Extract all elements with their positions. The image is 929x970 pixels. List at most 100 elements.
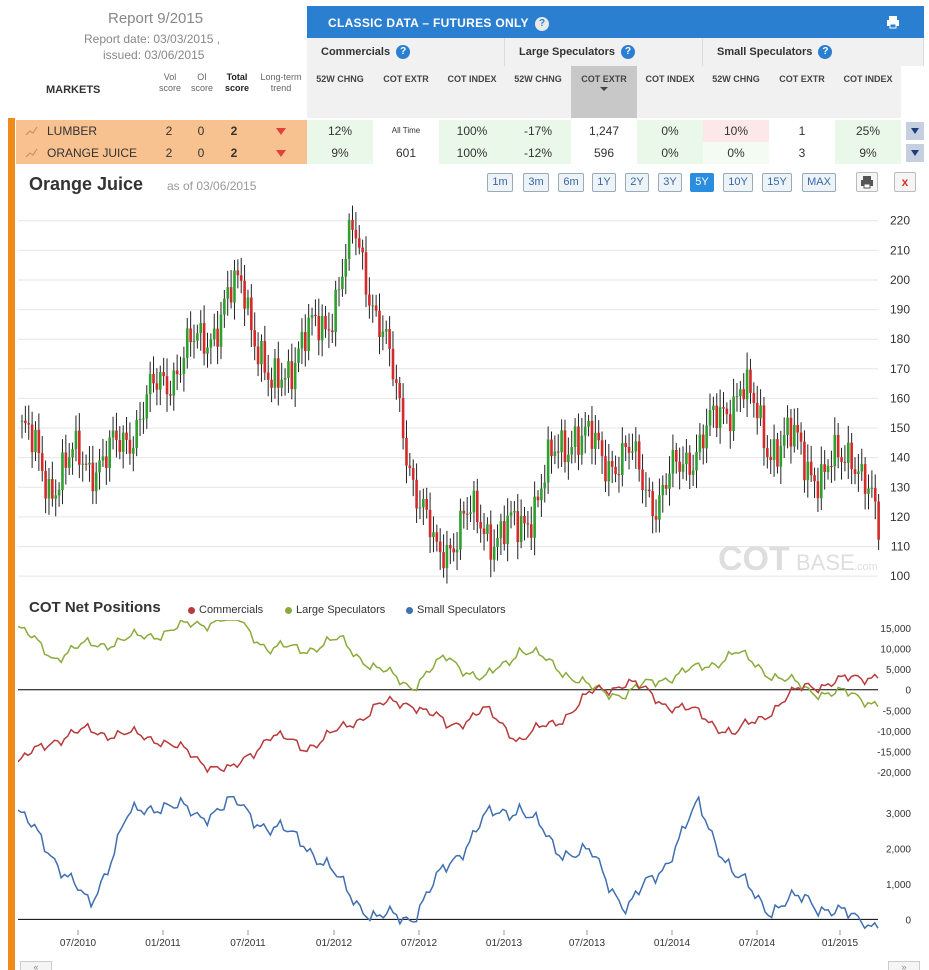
candle-body — [513, 511, 516, 513]
candle-body — [594, 432, 597, 449]
legend-large-speculators[interactable]: Large Speculators — [285, 604, 385, 616]
candle-body — [216, 328, 219, 347]
candle-body — [816, 481, 820, 499]
expand-dropdown-icon[interactable] — [906, 144, 924, 162]
legend-small-speculators[interactable]: Small Speculators — [406, 604, 506, 616]
total-score-header: Total score — [224, 72, 250, 93]
subcol-cot-index[interactable]: COT INDEX — [835, 66, 901, 118]
legend-commercials[interactable]: Commercials — [188, 604, 263, 616]
candle-body — [105, 456, 108, 468]
candle-body — [718, 407, 722, 429]
candle-body — [516, 511, 520, 542]
range-1y-button[interactable]: 1Y — [592, 173, 616, 192]
candle-body — [260, 341, 263, 365]
candle-body — [98, 460, 101, 473]
y-tick-label: -10,000 — [877, 727, 911, 738]
report-date: Report date: 03/03/2015 , — [84, 32, 221, 46]
candle-body — [850, 442, 853, 470]
subcol-52w-chng[interactable]: 52W CHNG — [307, 66, 373, 118]
range-max-button[interactable]: MAX — [802, 173, 836, 192]
y-tick-label: 0 — [905, 686, 911, 697]
candle-body — [297, 348, 300, 363]
cell-value: 3 — [798, 146, 806, 160]
candle-body — [303, 332, 307, 351]
candle-body — [192, 340, 196, 343]
candle-body — [742, 389, 746, 400]
candle-body — [836, 434, 840, 458]
candle-body — [384, 329, 388, 332]
range-1m-button[interactable]: 1m — [487, 173, 513, 192]
y-tick-label: 2,000 — [886, 844, 911, 855]
help-icon[interactable]: ? — [818, 45, 833, 60]
candle-body — [250, 297, 253, 331]
print-icon[interactable] — [886, 15, 900, 29]
candle-body — [158, 372, 162, 390]
range-3m-button[interactable]: 3m — [523, 173, 549, 192]
candle-body — [698, 434, 702, 452]
candle-body — [647, 489, 651, 492]
chart-asof-date: as of 03/06/2015 — [167, 179, 257, 193]
help-icon[interactable]: ? — [621, 45, 636, 60]
scroll-left-button[interactable]: « — [20, 961, 52, 970]
y-tick-label: 3,000 — [886, 809, 911, 820]
group-small-speculators: Small Speculators ? — [703, 38, 924, 66]
range-15y-button[interactable]: 15Y — [762, 173, 792, 192]
candle-body — [813, 475, 816, 482]
y-tick-label: 5,000 — [886, 665, 911, 676]
cot-net-positions-title: COT Net Positions — [29, 599, 161, 616]
candle-body — [449, 545, 452, 549]
candle-body — [509, 512, 513, 516]
range-3y-button[interactable]: 3Y — [658, 173, 682, 192]
candle-body — [266, 372, 270, 380]
candle-body — [54, 495, 58, 499]
scroll-right-button[interactable]: » — [888, 961, 920, 970]
table-row[interactable]: LUMBER 2 0 2 12% All Time 100% -17% 1,24… — [16, 120, 924, 142]
candle-body — [293, 362, 297, 390]
candle-body — [536, 496, 540, 501]
candle-body — [337, 289, 341, 291]
print-chart-button[interactable] — [856, 172, 878, 192]
subcol-cot-index[interactable]: COT INDEX — [637, 66, 703, 118]
help-icon[interactable]: ? — [535, 16, 550, 31]
candle-body — [489, 524, 493, 560]
y-tick-label: 10,000 — [880, 645, 911, 656]
candle-body — [354, 229, 358, 239]
candle-body — [283, 377, 287, 380]
candle-body — [546, 439, 550, 483]
range-6m-button[interactable]: 6m — [558, 173, 584, 192]
table-row-selected[interactable]: ORANGE JUICE 2 0 2 9% 601 100% -12% 596 … — [16, 142, 924, 164]
candle-body — [378, 310, 381, 338]
candle-body — [30, 424, 34, 453]
close-chart-button[interactable]: x — [894, 172, 916, 192]
expand-dropdown-icon[interactable] — [906, 122, 924, 140]
candle-body — [789, 417, 793, 447]
candle-body — [344, 258, 348, 277]
chart-icon — [26, 126, 38, 136]
candle-body — [131, 447, 135, 454]
range-2y-button[interactable]: 2Y — [625, 173, 649, 192]
large-speculators-line — [18, 620, 879, 709]
candle-body — [779, 445, 783, 467]
cot-chart[interactable]: 15,000 10,000 5,000 0 -5,000 -10,000 -15,000 -2… — [18, 620, 929, 960]
price-chart[interactable]: 100110120130140150160170180190200210220 … — [18, 200, 929, 600]
subcol-52w-chng[interactable]: 52W CHNG — [505, 66, 571, 118]
subcol-cot-extr[interactable]: COT EXTR — [769, 66, 835, 118]
candle-body — [607, 461, 611, 482]
y-tick-label: 15,000 — [880, 624, 911, 635]
subcol-cot-extr-sorted[interactable]: COT EXTR — [571, 66, 637, 118]
subcol-cot-index[interactable]: COT INDEX — [439, 66, 505, 118]
candle-body — [567, 454, 570, 462]
candle-body — [445, 545, 449, 569]
y-tick-label: 190 — [890, 303, 910, 317]
candle-body — [867, 488, 870, 494]
candle-body — [165, 376, 169, 395]
candle-body — [705, 425, 708, 449]
subcol-52w-chng[interactable]: 52W CHNG — [703, 66, 769, 118]
range-5y-button[interactable]: 5Y — [690, 173, 714, 192]
range-10y-button[interactable]: 10Y — [723, 173, 753, 192]
candle-body — [502, 521, 506, 545]
help-icon[interactable]: ? — [396, 45, 411, 60]
candle-body — [563, 430, 567, 462]
subcol-cot-extr[interactable]: COT EXTR — [373, 66, 439, 118]
y-tick-label: -20,000 — [877, 768, 911, 779]
